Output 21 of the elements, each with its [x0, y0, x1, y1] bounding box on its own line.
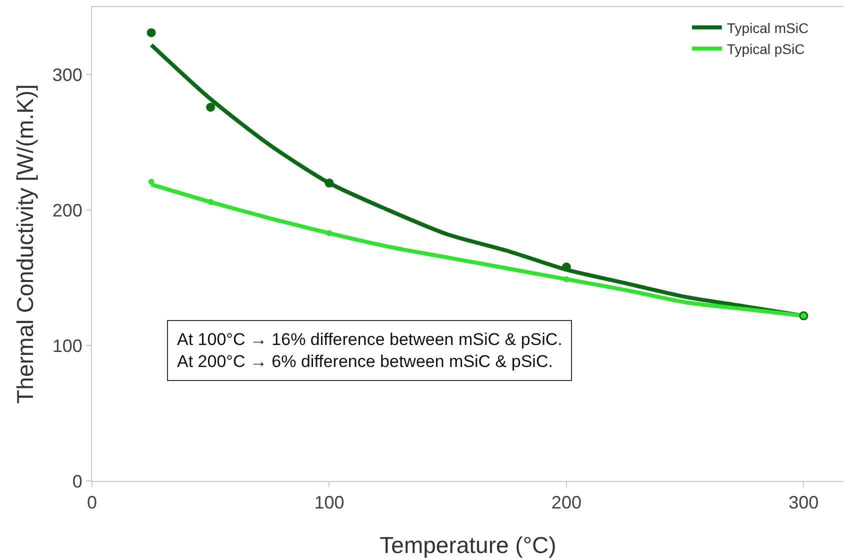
point — [206, 102, 216, 112]
y-tick-label: 300 — [52, 65, 82, 86]
x-tick-label: 200 — [551, 492, 582, 513]
y-axis-title: Thermal Conductivity [W/(m.K)] — [12, 84, 38, 404]
point — [324, 178, 334, 188]
x-axis-title: Temperature (°C) — [380, 532, 556, 558]
point — [562, 262, 571, 272]
y-tick-label: 0 — [72, 471, 82, 492]
point — [146, 28, 156, 38]
x-tick-label: 100 — [314, 492, 344, 513]
y-tick-label: 100 — [52, 336, 82, 356]
legend-label: Typical mSiC — [726, 20, 809, 36]
x-tick-label: 300 — [788, 492, 819, 513]
point — [148, 178, 154, 185]
legend-label: Typical pSiC — [726, 41, 805, 57]
y-tick-label: 200 — [52, 200, 82, 220]
point — [563, 276, 570, 282]
point — [208, 199, 214, 206]
annotation: At 100°C → 16% difference between mSiC & pSiC. At 200°C → 6% difference between mSiC & pSiC. — [177, 330, 562, 372]
point — [326, 230, 332, 236]
x-tick-label: 0 — [86, 492, 98, 513]
